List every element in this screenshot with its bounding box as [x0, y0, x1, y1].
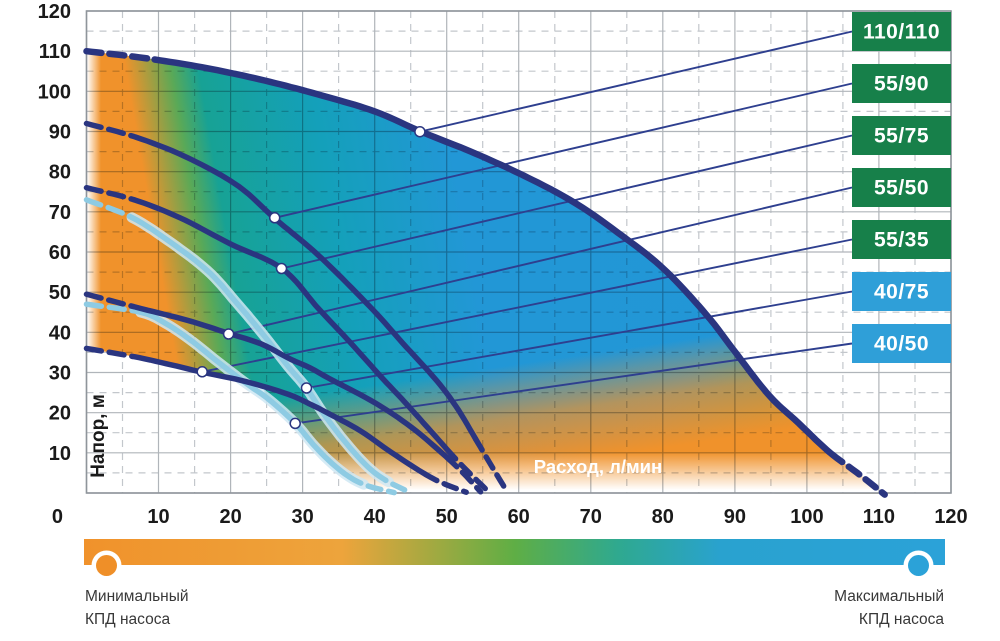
svg-text:30: 30 — [291, 506, 313, 528]
svg-text:КПД насоса: КПД насоса — [859, 611, 944, 628]
svg-text:Расход, л/мин: Расход, л/мин — [534, 456, 662, 477]
svg-text:80: 80 — [652, 506, 674, 528]
svg-text:110: 110 — [39, 41, 71, 63]
svg-text:40/75: 40/75 — [874, 281, 929, 304]
svg-text:55/35: 55/35 — [874, 229, 929, 252]
svg-text:60: 60 — [49, 242, 71, 264]
svg-text:10: 10 — [49, 443, 71, 465]
svg-text:80: 80 — [49, 162, 71, 184]
svg-text:110: 110 — [863, 506, 895, 528]
svg-text:90: 90 — [49, 122, 71, 144]
svg-text:0: 0 — [52, 506, 63, 528]
svg-text:55/50: 55/50 — [874, 177, 929, 200]
svg-text:40/50: 40/50 — [874, 333, 929, 356]
svg-text:120: 120 — [38, 1, 71, 23]
svg-text:КПД насоса: КПД насоса — [85, 611, 170, 628]
svg-text:50: 50 — [436, 506, 458, 528]
svg-text:100: 100 — [38, 81, 71, 103]
svg-text:Максимальный: Максимальный — [834, 588, 944, 605]
svg-text:50: 50 — [49, 282, 71, 304]
svg-text:100: 100 — [790, 506, 823, 528]
svg-text:55/75: 55/75 — [874, 125, 929, 148]
svg-text:110/110: 110/110 — [863, 21, 940, 44]
svg-text:20: 20 — [219, 506, 241, 528]
svg-text:60: 60 — [508, 506, 530, 528]
svg-text:120: 120 — [934, 506, 967, 528]
svg-text:20: 20 — [49, 403, 71, 425]
svg-text:30: 30 — [49, 363, 71, 385]
svg-text:70: 70 — [580, 506, 602, 528]
svg-text:40: 40 — [364, 506, 386, 528]
svg-text:55/90: 55/90 — [874, 73, 929, 96]
svg-text:70: 70 — [49, 202, 71, 224]
svg-text:90: 90 — [724, 506, 746, 528]
svg-text:Напор, м: Напор, м — [88, 394, 109, 478]
svg-text:40: 40 — [49, 322, 71, 344]
svg-text:Минимальный: Минимальный — [85, 588, 189, 605]
svg-text:10: 10 — [147, 506, 169, 528]
